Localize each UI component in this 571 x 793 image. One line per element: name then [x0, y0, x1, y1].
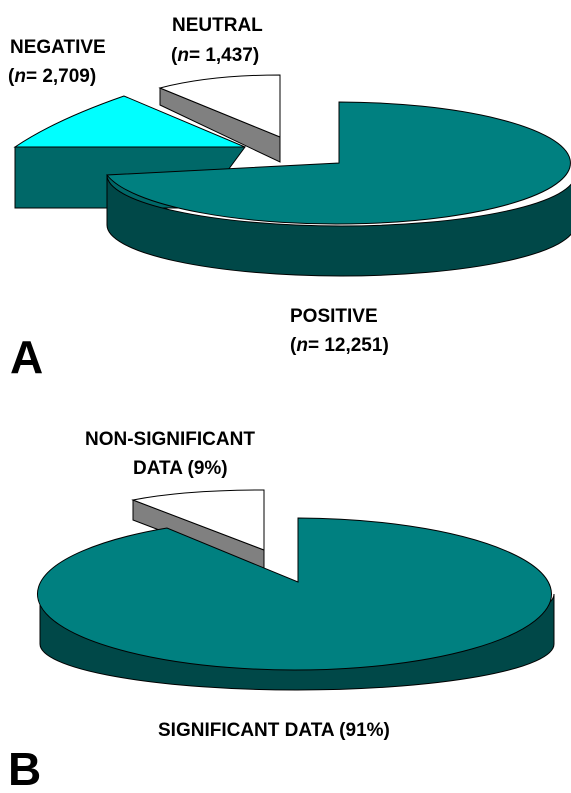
n-symbol: n: [14, 66, 26, 87]
n-symbol: n: [296, 335, 308, 356]
n-symbol: n: [177, 45, 189, 66]
count-neutral: (n= 1,437): [171, 45, 259, 66]
chart-a: NEUTRAL (n= 1,437) NEGATIVE (n= 2,709) P…: [8, 15, 571, 383]
label-non-significant-line1: NON-SIGNIFICANT: [85, 429, 255, 450]
label-negative: NEGATIVE: [10, 37, 106, 58]
count-positive-value: 12,251: [324, 335, 383, 356]
slice-positive-side: [106, 174, 571, 277]
label-positive: POSITIVE: [290, 306, 378, 327]
slice-non-significant-top: [131, 489, 265, 551]
label-non-significant-line2: DATA (9%): [133, 458, 228, 479]
slice-positive: [106, 101, 571, 277]
slice-positive-top: [106, 101, 571, 225]
panel-label-a: A: [10, 331, 43, 383]
panel-label-b: B: [8, 743, 41, 793]
label-neutral: NEUTRAL: [172, 15, 263, 36]
label-significant: SIGNIFICANT DATA (91%): [158, 720, 390, 741]
count-neutral-value: 1,437: [205, 45, 253, 66]
chart-b: NON-SIGNIFICANT DATA (9%) SIGNIFICANT DA…: [8, 429, 555, 793]
count-negative-value: 2,709: [42, 66, 90, 87]
slice-significant-top: [37, 517, 552, 671]
count-positive: (n= 12,251): [290, 335, 389, 356]
slice-neutral: [158, 74, 281, 163]
count-negative: (n= 2,709): [8, 66, 96, 87]
slice-significant: [37, 517, 555, 691]
slice-neutral-top: [158, 74, 281, 138]
slice-negative-top: [13, 95, 246, 148]
